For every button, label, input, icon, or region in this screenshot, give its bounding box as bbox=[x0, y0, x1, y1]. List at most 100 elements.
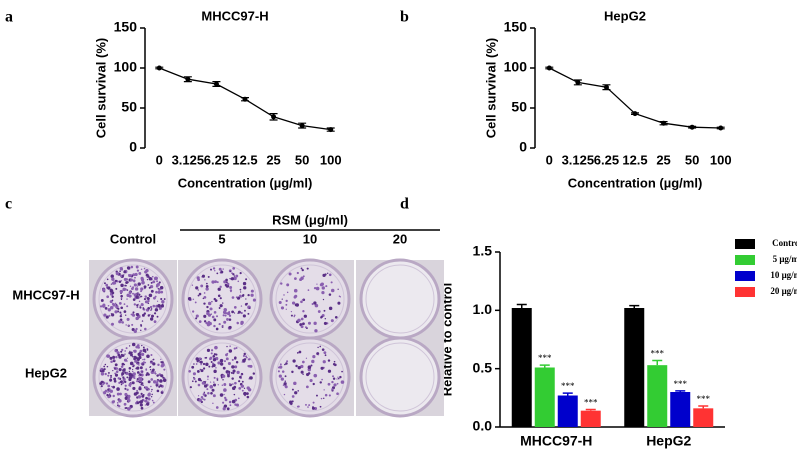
colony bbox=[119, 289, 123, 294]
dish-rim bbox=[365, 342, 435, 412]
colony bbox=[193, 377, 196, 381]
column-label: 20 bbox=[393, 231, 407, 246]
colony bbox=[311, 406, 315, 410]
colony bbox=[294, 303, 298, 307]
colony bbox=[323, 321, 328, 325]
colony bbox=[289, 400, 293, 404]
colony bbox=[101, 304, 106, 308]
colony bbox=[206, 375, 209, 378]
colony bbox=[210, 352, 213, 355]
colony bbox=[198, 357, 202, 360]
colony bbox=[211, 315, 215, 319]
colony bbox=[238, 380, 241, 383]
colony bbox=[123, 358, 128, 362]
colony bbox=[235, 274, 239, 278]
colony bbox=[229, 345, 231, 347]
colony bbox=[229, 404, 232, 407]
colony bbox=[137, 352, 141, 357]
colony bbox=[279, 365, 283, 369]
colony bbox=[219, 285, 222, 289]
colony bbox=[108, 314, 111, 317]
colony bbox=[200, 284, 204, 288]
x-tick-label: 3.125 bbox=[562, 152, 595, 167]
colony bbox=[115, 370, 119, 374]
colony bbox=[196, 370, 200, 373]
colony bbox=[222, 366, 226, 370]
colony bbox=[118, 381, 121, 384]
colony bbox=[219, 393, 224, 397]
colony bbox=[244, 309, 246, 312]
column-label: 5 bbox=[218, 231, 225, 246]
colony bbox=[228, 349, 233, 353]
colony bbox=[322, 298, 325, 301]
colony bbox=[290, 310, 293, 313]
colony bbox=[210, 391, 213, 395]
colony bbox=[113, 359, 115, 361]
colony bbox=[203, 320, 207, 323]
colony bbox=[243, 387, 246, 389]
colony bbox=[211, 280, 215, 284]
legend-label: 10 μg/ml bbox=[770, 270, 797, 280]
data-point bbox=[299, 123, 305, 129]
error-bar bbox=[675, 390, 686, 392]
colony bbox=[143, 285, 147, 289]
colony bbox=[145, 368, 148, 371]
colony bbox=[126, 357, 129, 359]
colony bbox=[210, 313, 212, 315]
colony bbox=[194, 380, 197, 383]
colony bbox=[210, 349, 214, 352]
colony bbox=[161, 362, 165, 366]
colony bbox=[192, 298, 195, 301]
colony bbox=[324, 354, 327, 357]
colony bbox=[147, 284, 150, 286]
panel-label: b bbox=[400, 9, 409, 26]
colony bbox=[119, 314, 123, 318]
colony bbox=[140, 276, 144, 280]
colony bbox=[240, 311, 243, 315]
colony bbox=[125, 347, 128, 350]
colony bbox=[212, 402, 214, 405]
colony bbox=[139, 400, 143, 404]
colony bbox=[313, 301, 317, 305]
colony bbox=[286, 283, 290, 287]
dish bbox=[359, 258, 441, 340]
data-point bbox=[632, 111, 638, 117]
colony bbox=[240, 320, 244, 325]
colony bbox=[149, 317, 154, 321]
colony bbox=[235, 347, 238, 349]
colony bbox=[280, 377, 284, 381]
colony bbox=[248, 307, 251, 310]
colony bbox=[226, 345, 228, 348]
colony bbox=[211, 363, 214, 365]
colony bbox=[153, 276, 158, 281]
colony bbox=[110, 374, 113, 377]
colony bbox=[212, 355, 216, 358]
colony bbox=[192, 372, 196, 376]
colony bbox=[106, 393, 109, 397]
y-tick-label: 0 bbox=[129, 139, 137, 155]
colony bbox=[124, 380, 127, 384]
colony bbox=[297, 405, 300, 408]
colony bbox=[207, 320, 211, 324]
colony bbox=[220, 270, 223, 272]
colony bbox=[300, 300, 303, 304]
colony bbox=[124, 284, 127, 287]
colony bbox=[197, 278, 200, 282]
colony bbox=[118, 280, 122, 283]
colony bbox=[128, 408, 130, 410]
x-tick-label: 100 bbox=[320, 152, 342, 167]
colony bbox=[285, 299, 288, 303]
colony bbox=[147, 373, 150, 376]
colony bbox=[146, 297, 150, 300]
colony bbox=[134, 272, 138, 277]
colony bbox=[138, 272, 142, 275]
colony bbox=[116, 307, 118, 310]
colony bbox=[155, 290, 158, 294]
data-point bbox=[271, 114, 277, 120]
x-tick-label: 100 bbox=[710, 152, 732, 167]
colony bbox=[231, 377, 234, 380]
x-tick-label: 25 bbox=[266, 152, 280, 167]
colony bbox=[307, 365, 312, 369]
colony bbox=[232, 273, 235, 276]
